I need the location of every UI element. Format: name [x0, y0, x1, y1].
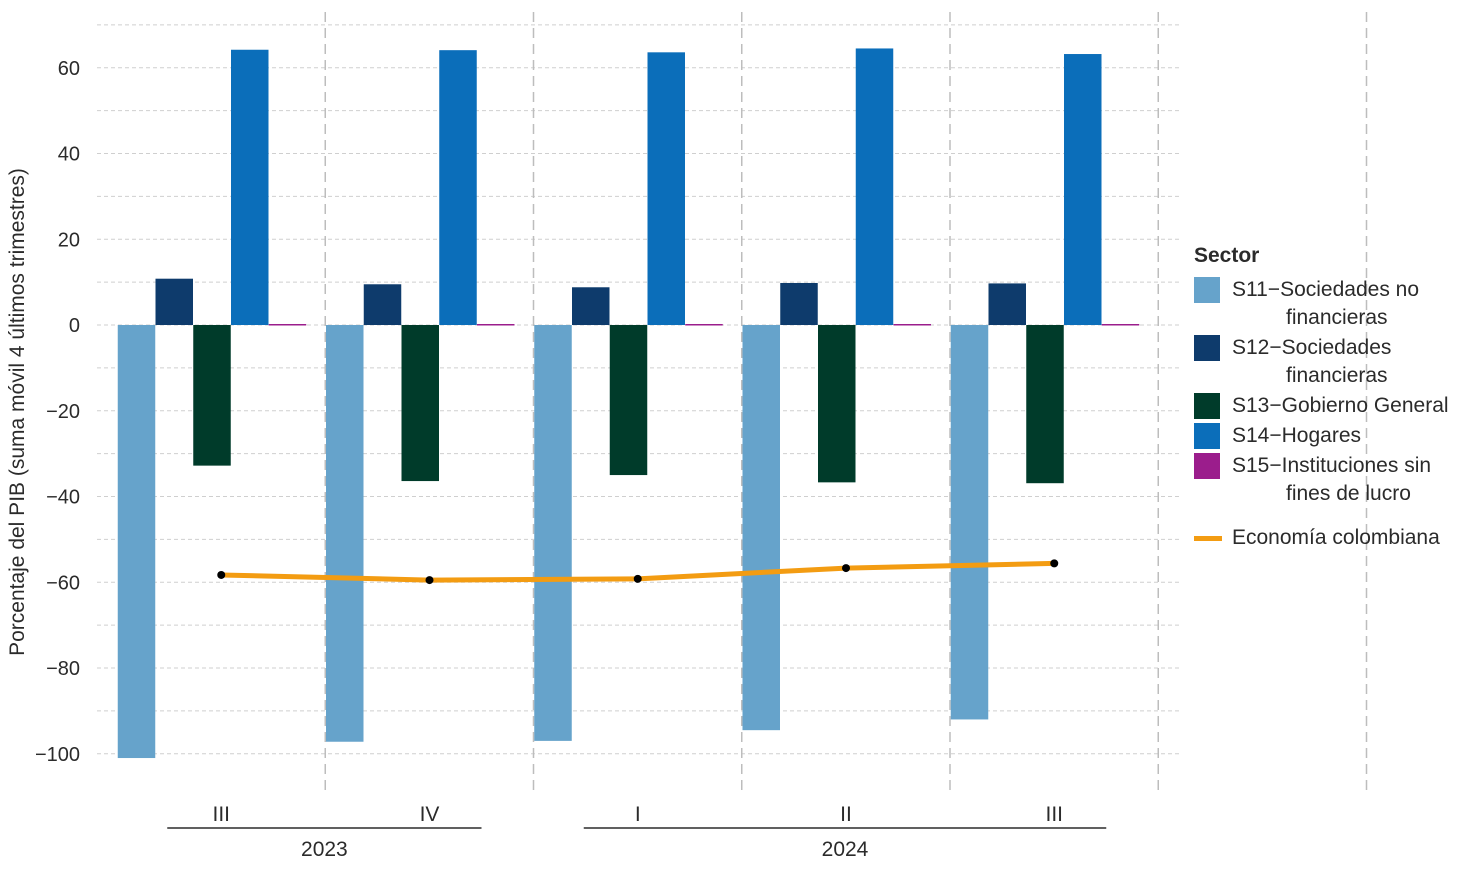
- x-tick-label: IV: [420, 803, 440, 826]
- legend-swatch: [1194, 423, 1220, 449]
- legend-swatch: [1194, 453, 1220, 479]
- grid: [97, 12, 1368, 795]
- y-tick-label: −80: [46, 658, 80, 680]
- y-tick-label: 0: [69, 315, 80, 337]
- bar: [1101, 324, 1140, 326]
- legend-swatch: [1194, 335, 1220, 361]
- bar: [1064, 54, 1102, 325]
- line-point: [217, 570, 226, 579]
- line-point: [842, 564, 850, 573]
- bar: [988, 283, 1026, 325]
- bar: [231, 49, 269, 326]
- x-tick-label: II: [840, 803, 852, 826]
- legend-item-line: Economía colombiana: [1194, 524, 1480, 552]
- line-point: [633, 574, 642, 583]
- legend-item: S13−Gobierno General: [1194, 392, 1480, 420]
- bar: [647, 52, 685, 325]
- y-tick-label: −100: [35, 744, 80, 766]
- bar: [477, 324, 515, 326]
- bar: [1026, 325, 1064, 484]
- bar: [534, 325, 572, 741]
- y-tick-label: 60: [58, 58, 80, 80]
- bar: [401, 325, 439, 482]
- legend-item: S11−Sociedades no financieras: [1194, 276, 1480, 332]
- legend-line-label: Economía colombiana: [1232, 526, 1440, 549]
- bar: [780, 282, 818, 325]
- bar: [609, 325, 648, 476]
- y-tick-label: −60: [46, 572, 80, 594]
- bar: [950, 325, 989, 720]
- bar: [268, 324, 307, 326]
- bar: [818, 325, 856, 483]
- bar: [363, 284, 402, 325]
- legend-label: S14−Hogares: [1232, 424, 1362, 447]
- y-axis-label: Porcentaje del PIB (suma móvil 4 últimos…: [6, 168, 29, 656]
- bar: [742, 325, 780, 731]
- year-label: 2023: [301, 838, 348, 861]
- bar: [572, 287, 610, 325]
- x-tick-label: I: [635, 803, 641, 826]
- y-tick-label: 20: [58, 229, 80, 251]
- bar: [855, 48, 894, 326]
- bar: [439, 50, 477, 325]
- legend-swatch: [1194, 393, 1220, 419]
- legend-label: S12−Sociedades financieras: [1232, 336, 1392, 387]
- legend: Sector S11−Sociedades no financieras S12−S…: [1194, 244, 1480, 552]
- legend-line-swatch: [1194, 535, 1222, 541]
- line-point: [425, 576, 434, 585]
- legend-label: S15−Instituciones sin fines de lucro: [1232, 454, 1432, 505]
- bar: [155, 278, 193, 325]
- x-tick-label: III: [1045, 803, 1063, 826]
- legend-swatch: [1194, 277, 1220, 303]
- legend-item: S12−Sociedades financieras: [1194, 334, 1480, 390]
- y-tick-label: −40: [46, 487, 80, 509]
- bar: [117, 325, 156, 759]
- line-point: [1050, 559, 1059, 568]
- year-label: 2024: [822, 838, 869, 861]
- x-tick-label: III: [212, 803, 230, 826]
- bar: [685, 324, 723, 326]
- y-tick-label: −20: [46, 401, 80, 423]
- y-tick-label: 40: [58, 144, 80, 166]
- legend-label: S13−Gobierno General: [1232, 394, 1449, 417]
- legend-title: Sector: [1194, 244, 1260, 267]
- bar: [193, 325, 231, 466]
- legend-label: S11−Sociedades no financieras: [1232, 278, 1420, 329]
- legend-item: S14−Hogares: [1194, 422, 1480, 450]
- bar: [326, 325, 364, 742]
- line-layer: [217, 559, 1059, 585]
- legend-item: S15−Instituciones sin fines de lucro: [1194, 452, 1480, 508]
- bars: [117, 48, 1140, 759]
- bar: [893, 324, 931, 326]
